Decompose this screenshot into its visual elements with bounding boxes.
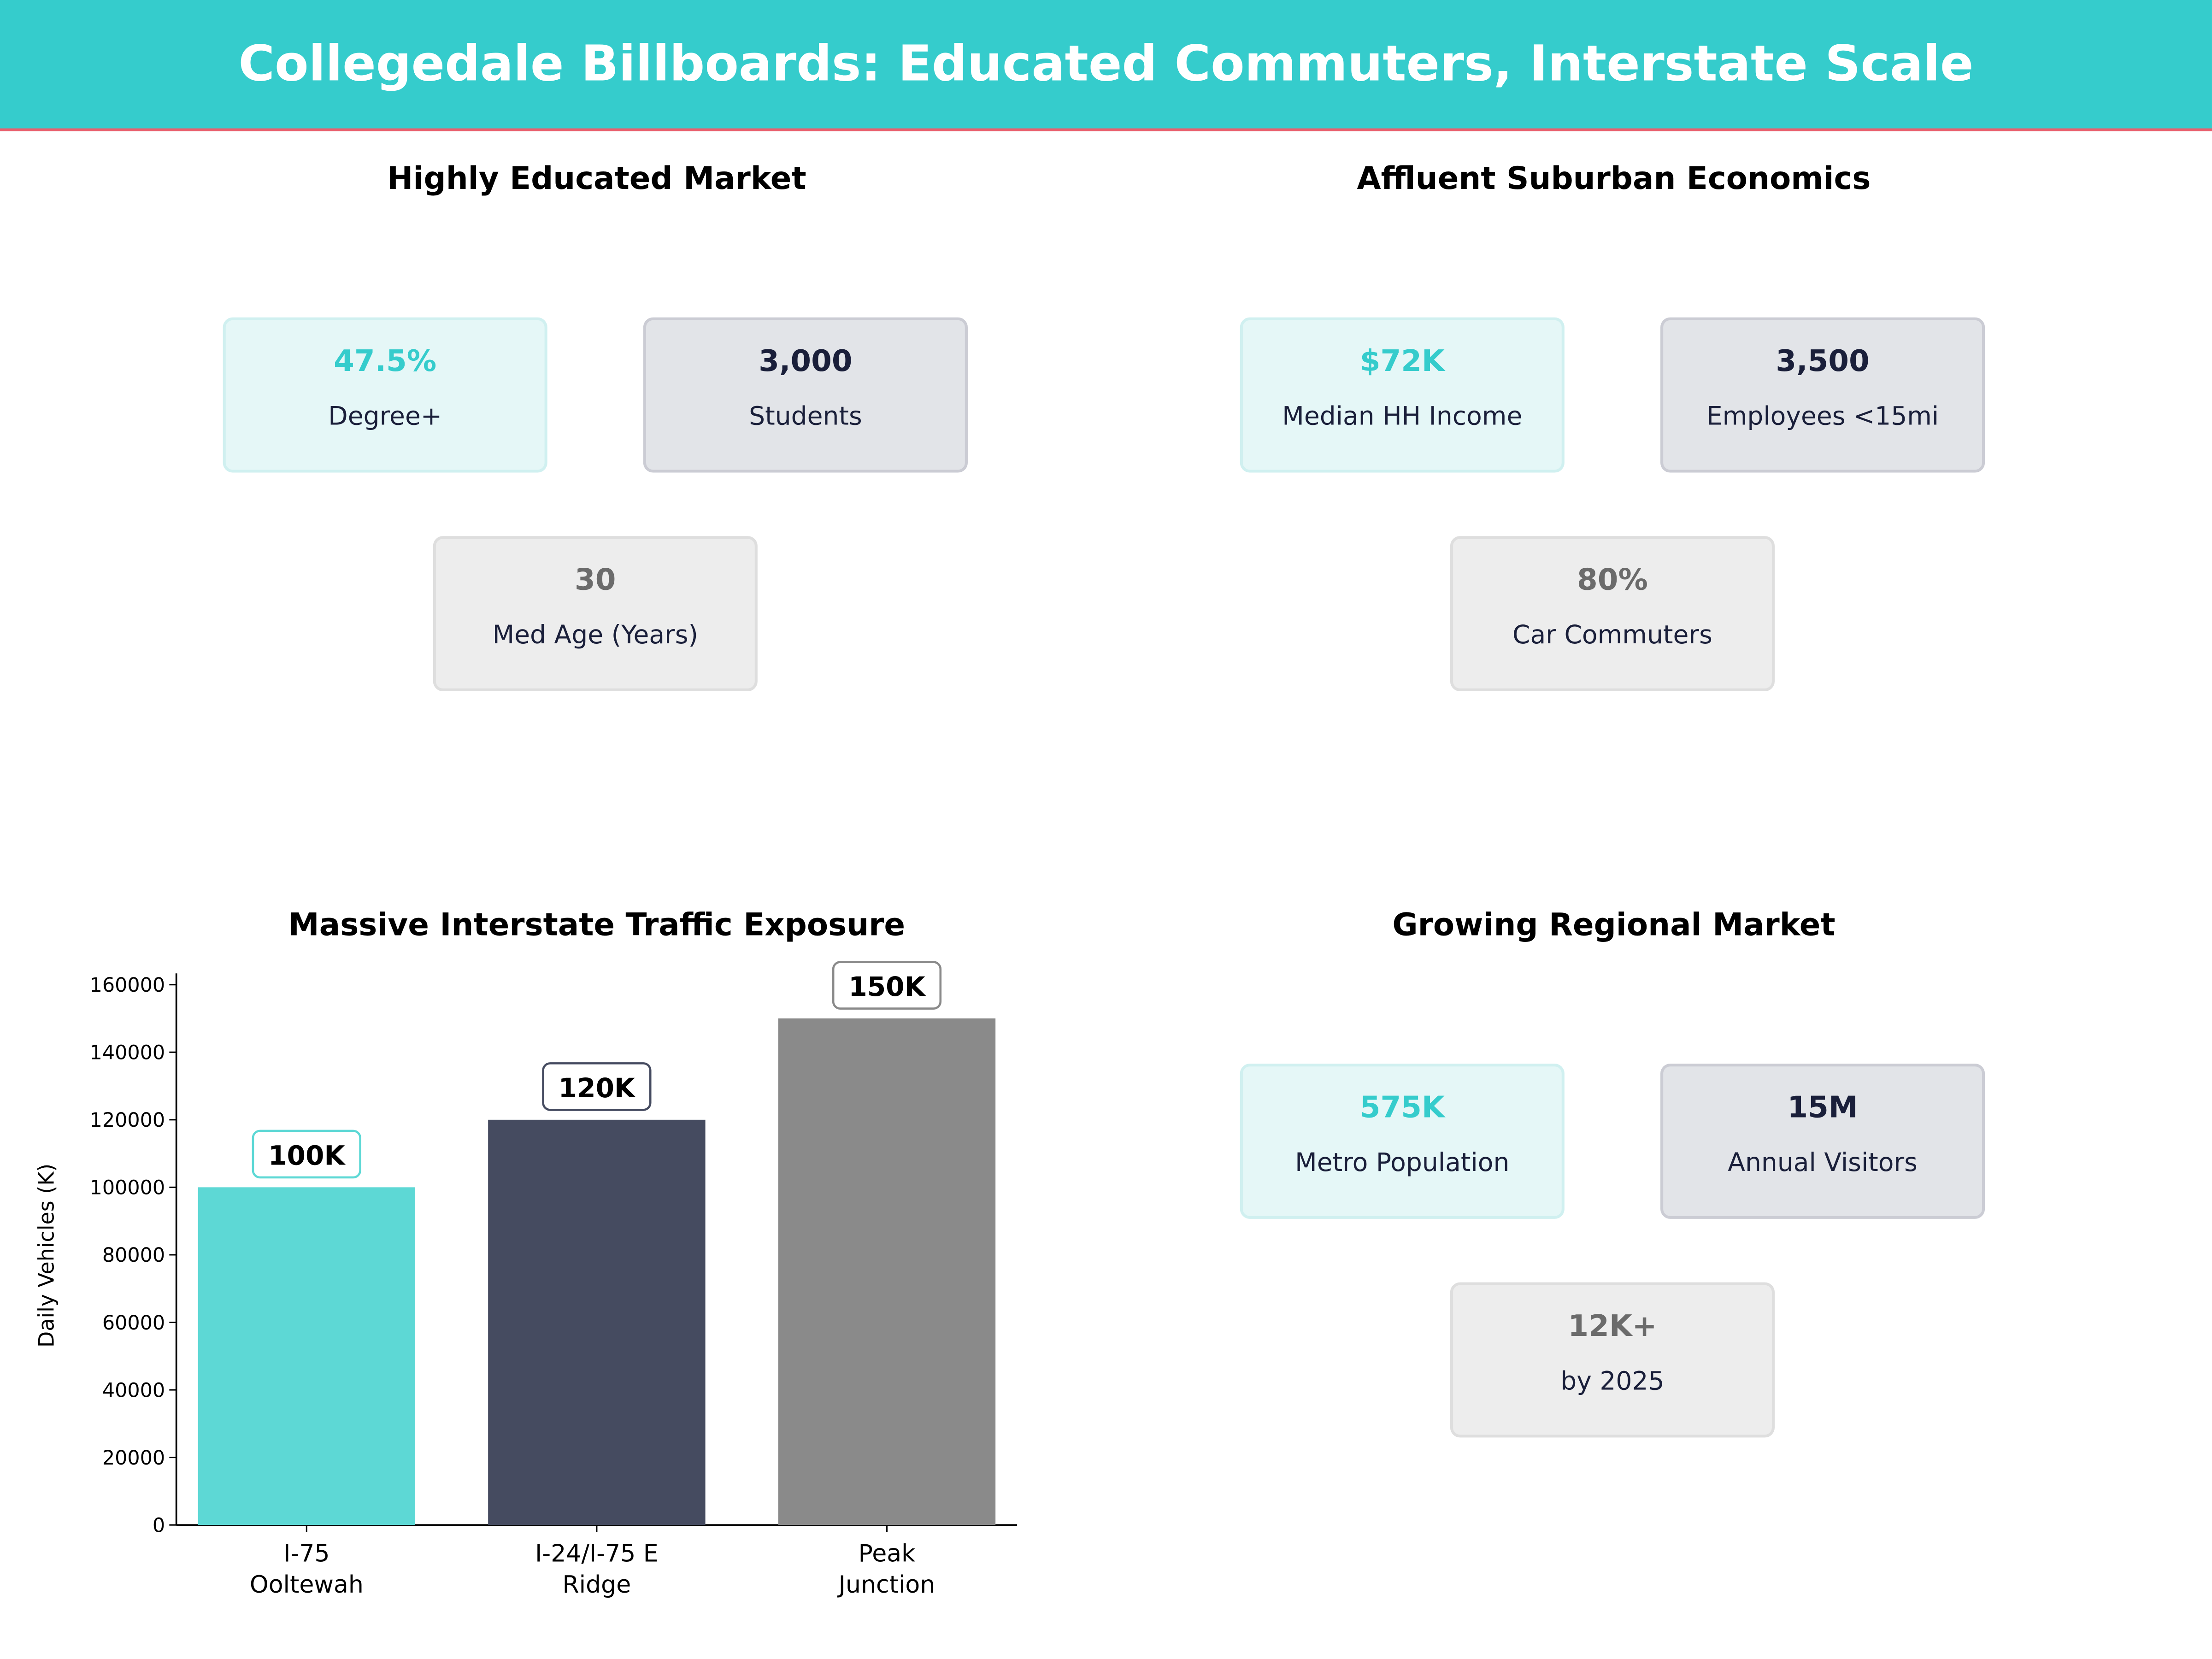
stat-label: Metro Population <box>1295 1148 1510 1178</box>
stat-label: Degree+ <box>328 402 442 432</box>
stat-label: Annual Visitors <box>1728 1148 1918 1178</box>
stat-label: Students <box>749 402 862 432</box>
panel-title: Growing Regional Market <box>1392 908 1835 944</box>
stat-card: $72K Median HH Income <box>1240 317 1565 473</box>
stat-value: 15M <box>1787 1090 1858 1124</box>
stat-value: 3,000 <box>759 344 853 378</box>
y-tick-label: 140000 <box>90 1041 165 1065</box>
x-tick-label: I-75 <box>283 1540 329 1568</box>
y-tick-label: 20000 <box>102 1447 165 1470</box>
stat-card: 12K+ by 2025 <box>1450 1282 1775 1438</box>
y-tick-label: 80000 <box>102 1244 165 1267</box>
data-label: 120K <box>559 1072 636 1104</box>
bar <box>198 1187 416 1525</box>
stat-card: 15M Annual Visitors <box>1660 1064 1985 1219</box>
data-label-box <box>252 1130 361 1179</box>
stat-value: 12K+ <box>1568 1309 1657 1343</box>
stat-card: 47.5% Degree+ <box>223 317 547 473</box>
stat-value: $72K <box>1359 344 1445 378</box>
x-tick-label: Junction <box>837 1571 935 1599</box>
y-tick-label: 60000 <box>102 1312 165 1335</box>
header-banner: Collegedale Billboards: Educated Commute… <box>0 0 2212 131</box>
bar <box>488 1119 706 1525</box>
y-tick-label: 120000 <box>90 1109 165 1132</box>
y-tick-label: 40000 <box>102 1379 165 1402</box>
panel-title: Highly Educated Market <box>387 162 806 198</box>
bar <box>778 1018 996 1525</box>
y-axis-label: Daily Vehicles (K) <box>34 1164 59 1347</box>
panel-title: Affluent Suburban Economics <box>1357 162 1871 198</box>
y-tick-label: 100000 <box>90 1177 165 1200</box>
chart-title: Massive Interstate Traffic Exposure <box>288 908 906 944</box>
stat-label: Car Commuters <box>1512 620 1712 651</box>
data-label: 100K <box>268 1140 346 1171</box>
stat-label: Med Age (Years) <box>492 620 699 651</box>
stat-card: 3,500 Employees <15mi <box>1660 317 1985 473</box>
stat-value: 575K <box>1359 1090 1445 1124</box>
stat-card: 575K Metro Population <box>1240 1064 1565 1219</box>
data-label: 150K <box>848 971 926 1002</box>
stat-value: 80% <box>1577 563 1648 597</box>
x-tick-label: Peak <box>859 1540 916 1568</box>
stat-value: 30 <box>575 563 616 597</box>
stat-value: 3,500 <box>1776 344 1870 378</box>
data-label-box <box>832 961 942 1010</box>
stat-card: 30 Med Age (Years) <box>433 536 758 691</box>
stat-label: Median HH Income <box>1282 402 1523 432</box>
stat-label: by 2025 <box>1560 1367 1665 1397</box>
y-tick-label: 160000 <box>90 974 165 997</box>
x-tick-label: Ooltewah <box>250 1571 364 1599</box>
stat-value: 47.5% <box>334 344 437 378</box>
stat-label: Employees <15mi <box>1706 402 1939 432</box>
x-tick-label: I-24/I-75 E <box>535 1540 659 1568</box>
stat-card: 3,000 Students <box>643 317 968 473</box>
y-tick-label: 0 <box>153 1514 165 1537</box>
data-label-box <box>542 1062 652 1111</box>
x-tick-label: Ridge <box>563 1571 631 1599</box>
stat-card: 80% Car Commuters <box>1450 536 1775 691</box>
page-title: Collegedale Billboards: Educated Commute… <box>238 36 1974 93</box>
